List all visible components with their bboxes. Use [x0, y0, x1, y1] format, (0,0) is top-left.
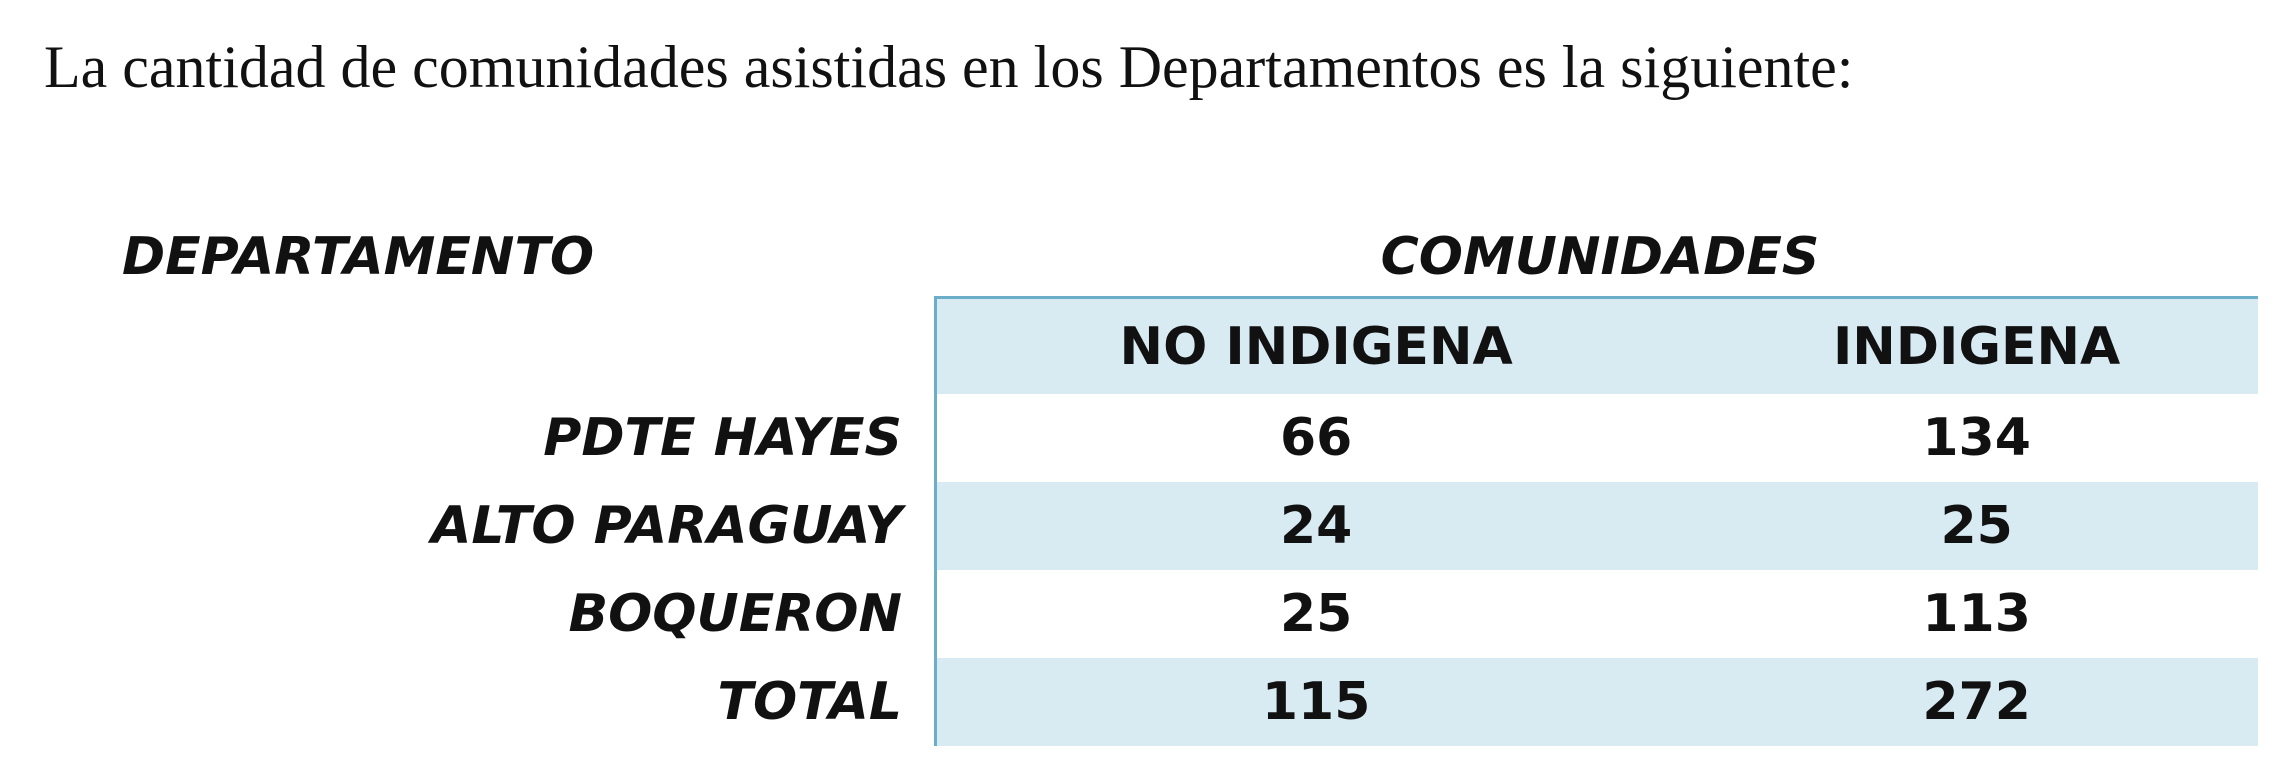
row-label-boqueron: BOQUERON [568, 584, 902, 644]
table-row-total: 115 272 [937, 658, 2258, 746]
column-header-indigena: INDIGENA [1832, 316, 2121, 377]
comunidades-table: NO INDIGENA INDIGENA 66 134 24 25 25 113… [934, 296, 2258, 746]
row-label-total: TOTAL [717, 672, 903, 732]
cell-no-indigena: 24 [1279, 496, 1353, 556]
header-departamento: DEPARTAMENTO [122, 227, 595, 287]
cell-no-indigena: 25 [1279, 584, 1353, 644]
cell-no-indigena: 66 [1279, 408, 1353, 468]
cell-no-indigena-total: 115 [1261, 672, 1371, 732]
cell-indigena: 25 [1940, 496, 2013, 556]
table-row: 24 25 [937, 482, 2258, 570]
table-row: 66 134 [937, 394, 2258, 482]
table-row: 25 113 [937, 570, 2258, 658]
table-header-row: NO INDIGENA INDIGENA [937, 299, 2258, 394]
header-comunidades: COMUNIDADES [1380, 227, 1820, 287]
row-label-pdte-hayes: PDTE HAYES [543, 408, 902, 468]
cell-indigena-total: 272 [1922, 672, 2031, 732]
column-header-no-indigena: NO INDIGENA [1119, 316, 1513, 377]
intro-paragraph: La cantidad de comunidades asistidas en … [44, 34, 1854, 100]
cell-indigena: 134 [1922, 408, 2031, 468]
cell-indigena: 113 [1922, 584, 2031, 644]
row-label-alto-paraguay: ALTO PARAGUAY [431, 496, 902, 556]
